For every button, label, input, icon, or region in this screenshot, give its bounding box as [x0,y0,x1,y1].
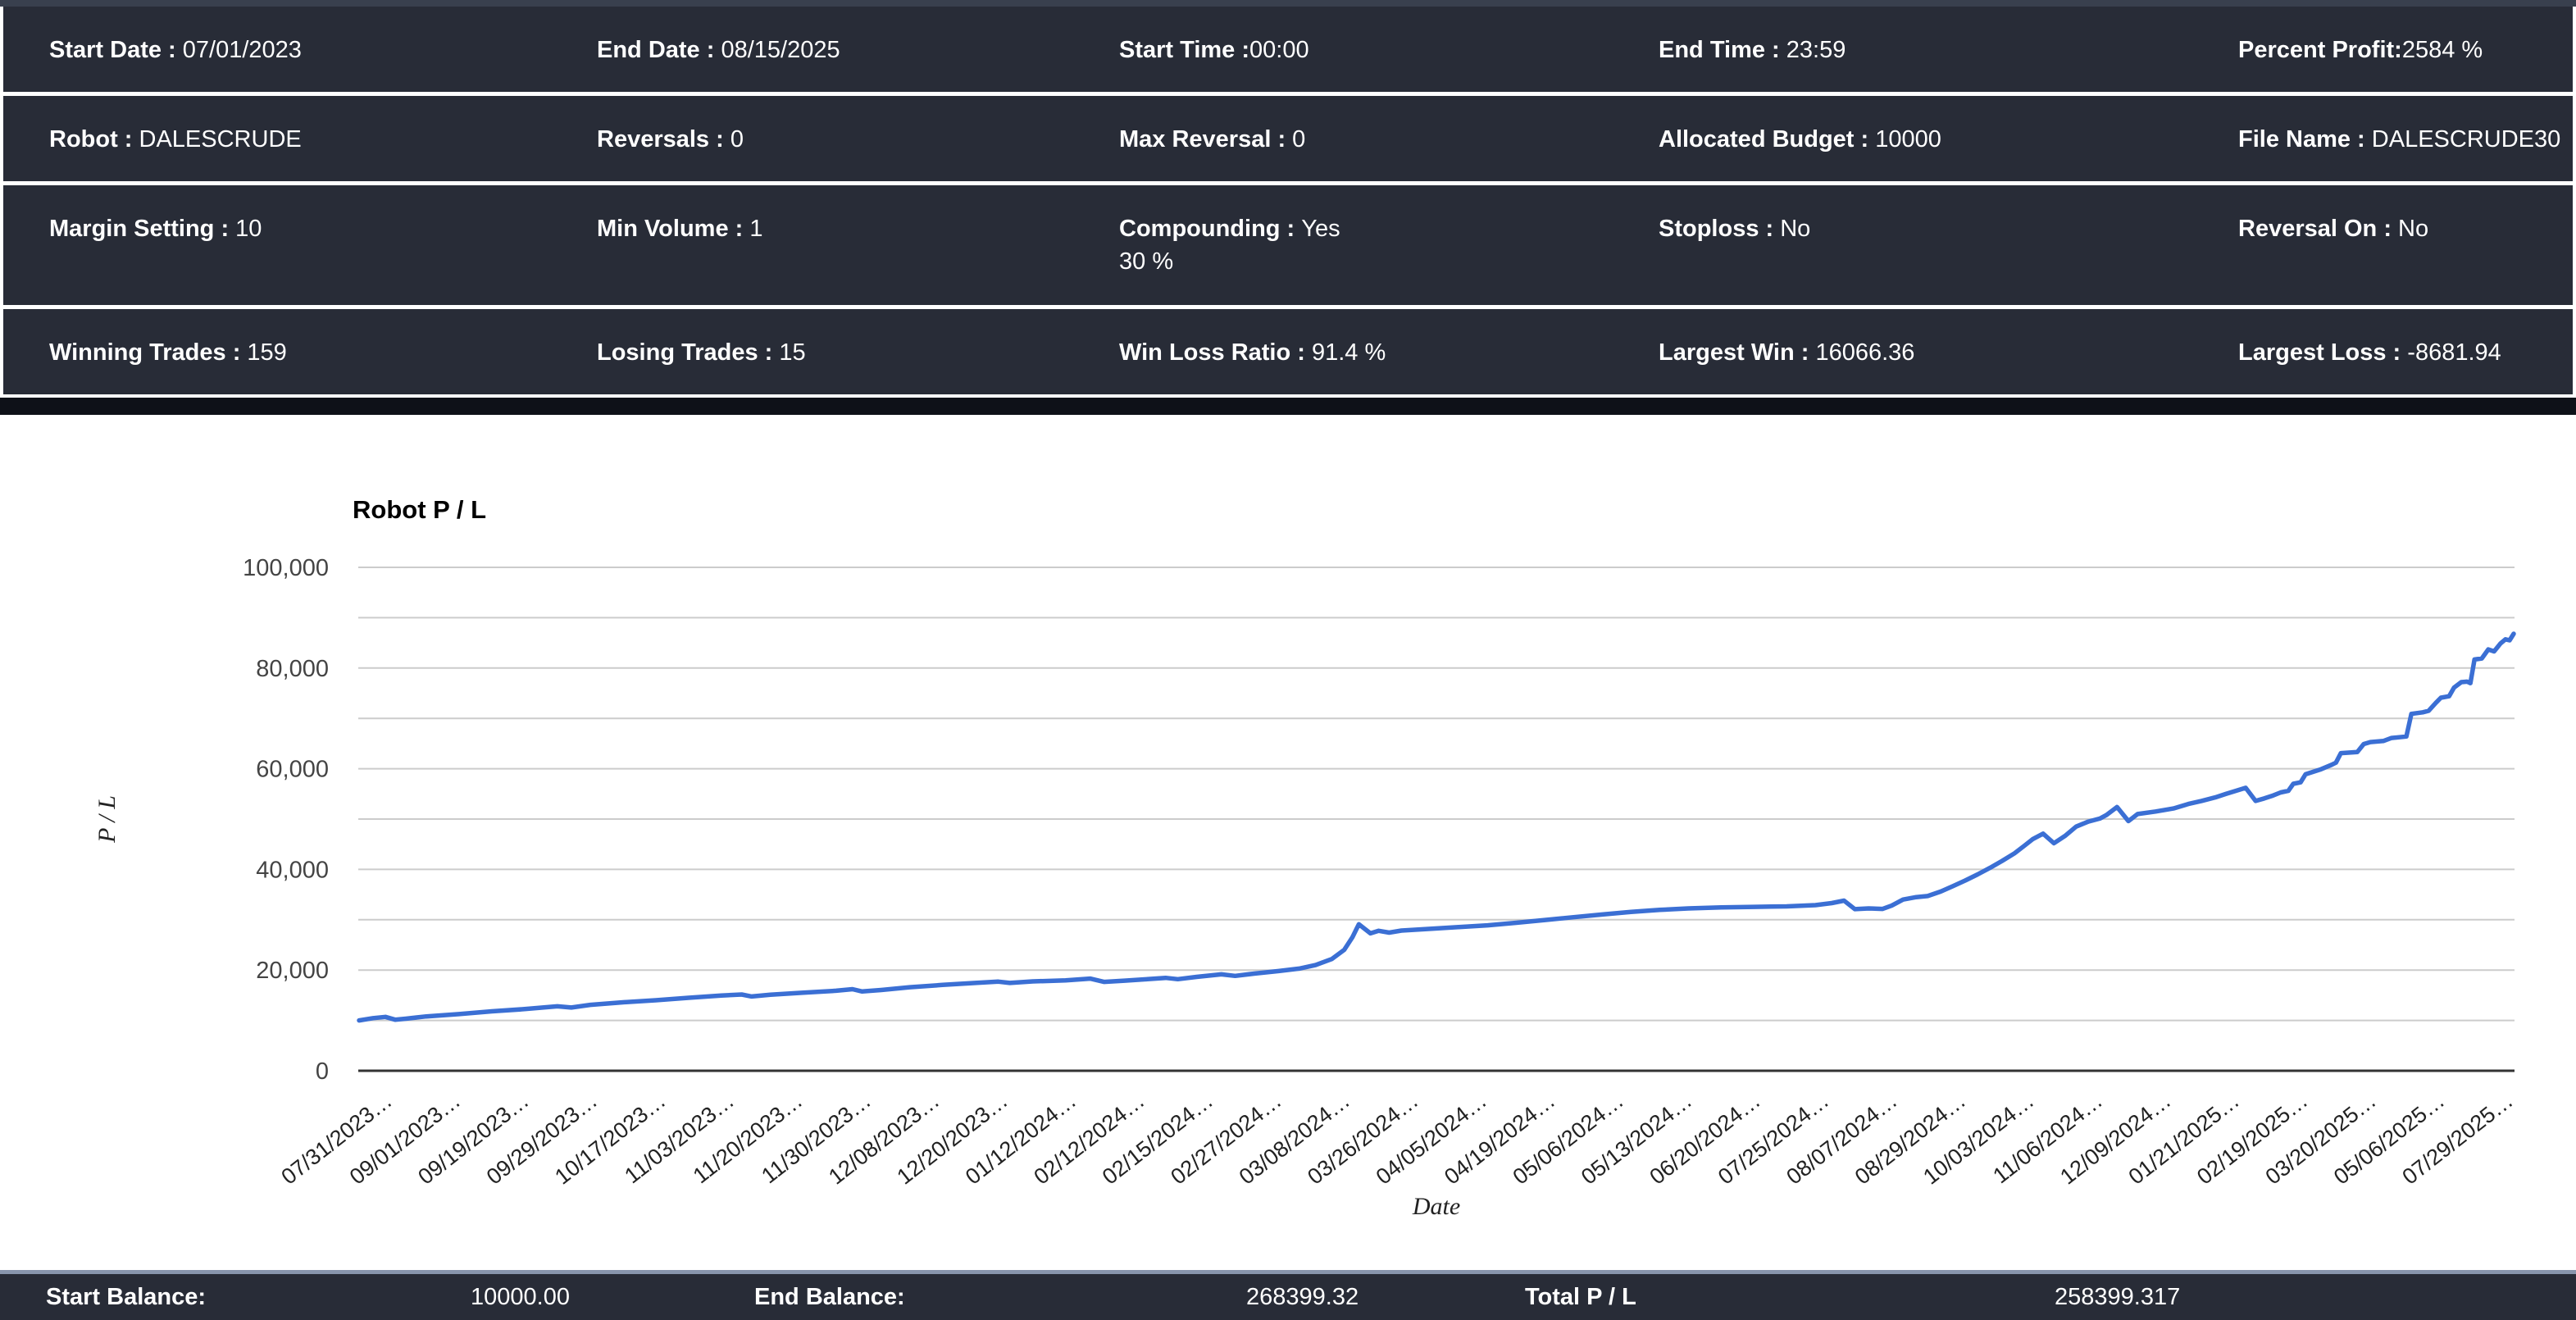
stat-margin-setting: Margin Setting : 10 [49,185,597,243]
stat-value: 1 [749,216,762,242]
total-pl-label: Total P / L [1525,1284,2055,1311]
end-balance-value: 268399.32 [1246,1284,1525,1311]
stat-value: Yes [1301,216,1340,242]
stat-label: Start Time : [1119,37,1249,63]
stat-label: Win Loss Ratio : [1119,339,1312,366]
stat-label: Min Volume : [597,216,749,242]
stat-label: Start Date : [49,37,183,63]
svg-text:60,000: 60,000 [256,757,329,783]
stat-allocated-budget: Allocated Budget : 10000 [1659,96,2238,153]
stat-value: 08/15/2025 [721,37,840,63]
stat-value: No [1780,216,1810,242]
top-border-strip [0,0,2576,7]
svg-text:100,000: 100,000 [243,555,329,581]
stat-value: 16066.36 [1815,339,1914,366]
svg-text:Date: Date [1412,1193,1460,1220]
stat-value: 2584 % [2402,37,2483,63]
stat-largest-loss: Largest Loss : -8681.94 [2238,309,2573,366]
stat-label: Reversal On : [2238,216,2398,242]
chart-series-line [359,634,2514,1021]
stat-value: 10000 [1875,126,1941,152]
chart-gridlines [358,567,2515,1071]
stat-label: Robot : [49,126,139,152]
stat-compounding-percent: 30 % [1119,248,1659,275]
stat-reversals: Reversals : 0 [597,96,1119,153]
svg-text:P / L: P / L [93,795,121,844]
start-balance-value: 10000.00 [471,1284,754,1311]
stat-value: 159 [247,339,286,366]
stat-label: Losing Trades : [597,339,779,366]
stat-winning-trades: Winning Trades : 159 [49,309,597,366]
start-balance-label: Start Balance: [46,1284,471,1311]
pl-line-chart-svg: 0 20,000 40,000 60,000 80,000 100,000 07/31/20… [0,415,2576,1270]
stat-percent-profit: Percent Profit:2584 % [2238,7,2573,64]
stat-value: 0 [730,126,744,152]
stat-win-loss-ratio: Win Loss Ratio : 91.4 % [1119,309,1659,366]
stat-label: Winning Trades : [49,339,247,366]
stat-value: 0 [1292,126,1305,152]
stats-row-robot: Robot : DALESCRUDE Reversals : 0 Max Rev… [3,96,2573,181]
stat-end-time: End Time : 23:59 [1659,7,2238,64]
stat-compounding: Compounding : Yes 30 % [1119,185,1659,275]
stat-robot: Robot : DALESCRUDE [49,96,597,153]
stat-value: 15 [779,339,805,366]
stat-min-volume: Min Volume : 1 [597,185,1119,243]
stat-label: File Name : [2238,126,2372,152]
stat-label: Compounding : [1119,216,1301,242]
stat-value: DALESCRUDE [139,126,302,152]
total-pl-value: 258399.317 [2055,1284,2576,1311]
stat-stoploss: Stoploss : No [1659,185,2238,243]
stats-row-dates: Start Date : 07/01/2023 End Date : 08/15… [3,7,2573,92]
stat-label: Largest Win : [1659,339,1815,366]
stat-value: DALESCRUDE30 [2372,126,2560,152]
stat-value: No [2398,216,2428,242]
stat-label: Reversals : [597,126,730,152]
svg-text:40,000: 40,000 [256,857,329,883]
stat-reversal-on: Reversal On : No [2238,185,2573,243]
stat-value: 23:59 [1786,37,1846,63]
stats-table: Start Date : 07/01/2023 End Date : 08/15… [0,7,2576,394]
stat-label: Percent Profit: [2238,37,2402,63]
stat-label: End Time : [1659,37,1786,63]
end-balance-label: End Balance: [754,1284,1246,1311]
stat-label: Stoploss : [1659,216,1780,242]
svg-text:0: 0 [316,1058,329,1085]
stat-label: End Date : [597,37,721,63]
stat-largest-win: Largest Win : 16066.36 [1659,309,2238,366]
stat-start-time: Start Time :00:00 [1119,7,1659,64]
stat-label: Allocated Budget : [1659,126,1875,152]
stat-label: Max Reversal : [1119,126,1292,152]
stat-value: 91.4 % [1312,339,1386,366]
stat-value: 07/01/2023 [183,37,302,63]
svg-text:Robot P / L: Robot P / L [353,495,486,524]
stat-file-name: File Name : DALESCRUDE30 [2238,96,2573,153]
stat-end-date: End Date : 08/15/2025 [597,7,1119,64]
stat-value: -8681.94 [2407,339,2501,366]
stat-losing-trades: Losing Trades : 15 [597,309,1119,366]
stat-value: 10 [235,216,262,242]
stat-label: Largest Loss : [2238,339,2407,366]
svg-text:20,000: 20,000 [256,958,329,984]
pl-chart: 0 20,000 40,000 60,000 80,000 100,000 07/31/20… [0,415,2576,1270]
stat-max-reversal: Max Reversal : 0 [1119,96,1659,153]
stat-label: Margin Setting : [49,216,235,242]
chart-y-axis-labels: 0 20,000 40,000 60,000 80,000 100,000 [243,555,329,1085]
svg-text:80,000: 80,000 [256,656,329,682]
stats-row-trades: Winning Trades : 159 Losing Trades : 15 … [3,309,2573,394]
chart-x-axis-labels: 07/31/2023…09/01/2023…09/19/2023…09/29/2… [276,1088,2517,1189]
stats-row-settings: Margin Setting : 10 Min Volume : 1 Compo… [3,185,2573,305]
stat-value: 00:00 [1249,37,1309,63]
stat-start-date: Start Date : 07/01/2023 [49,7,597,64]
report-footer: Start Balance: 10000.00 End Balance: 268… [0,1270,2576,1320]
black-strip [0,398,2576,415]
